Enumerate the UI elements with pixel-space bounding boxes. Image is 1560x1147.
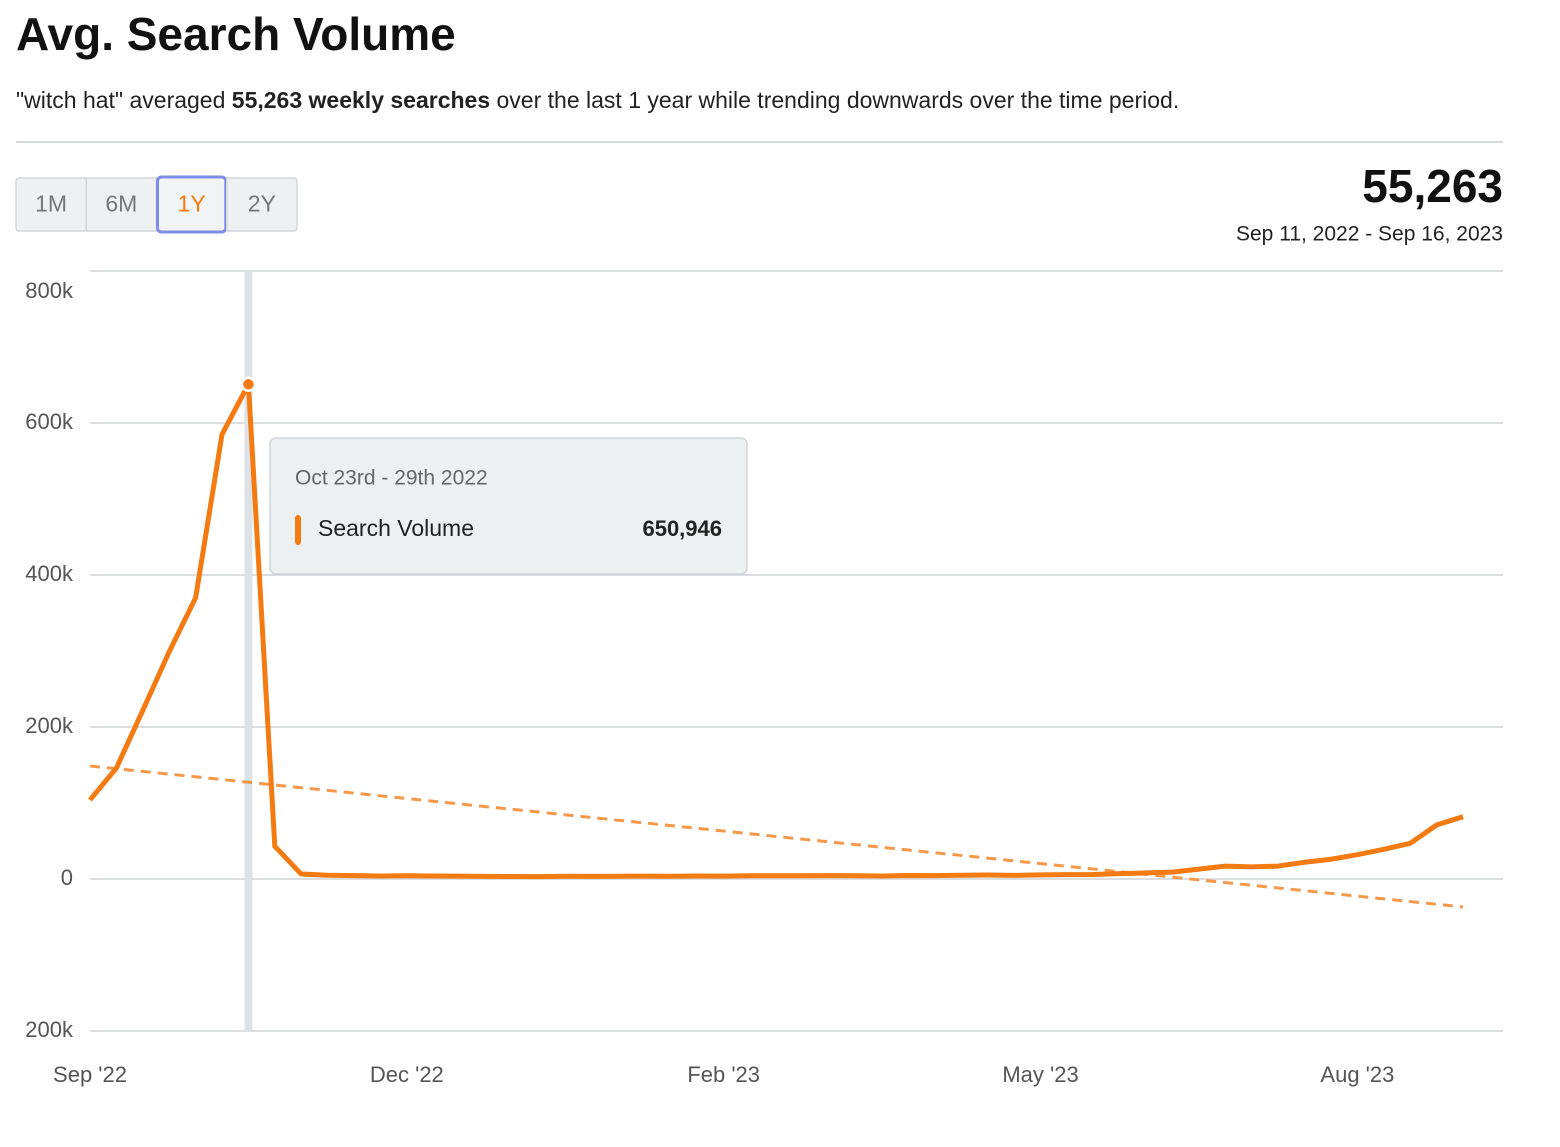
range-buttons: 1M 6M 1Y 2Y [15, 175, 298, 234]
series-line [88, 381, 1464, 880]
range-button[interactable]: 1Y [178, 191, 206, 217]
button-active[interactable] [156, 175, 228, 234]
range-button[interactable]: 6M [105, 191, 137, 217]
y-tick-label: 800k [25, 278, 74, 303]
y-tick-label: 200k [25, 713, 74, 738]
y-tick-label: 0 [61, 865, 73, 890]
x-tick-label: Sep '22 [53, 1062, 127, 1087]
subtitle-text: "witch hat" averaged [16, 87, 232, 113]
tooltip-series-name: Search Volume [318, 515, 474, 541]
tooltip-swatch [295, 515, 301, 545]
trend-line [89, 764, 1464, 909]
subtitle-text: over the last 1 year while trending down… [490, 87, 1179, 113]
y-tick-label: 200k [25, 1017, 74, 1042]
tooltip-title: Oct 23rd - 29th 2022 [295, 467, 488, 490]
summary-period: Sep 11, 2022 - Sep 16, 2023 [1236, 223, 1503, 246]
summary-value: 55,263 [1362, 160, 1503, 212]
tooltip-value: 650,946 [642, 516, 722, 541]
range-button[interactable]: 1M [35, 191, 67, 217]
x-tick-label: Dec '22 [370, 1062, 444, 1087]
chart: 200k 0 200k 400k 600k 800k Sep '22 Dec '22 Feb '… [25, 270, 1503, 1087]
title: Avg. Search Volume [16, 8, 456, 60]
range-button[interactable]: 2Y [248, 191, 276, 217]
subtitle-bold: 55,263 weekly searches [232, 87, 490, 113]
x-tick-label: May '23 [1002, 1062, 1078, 1087]
subtitle: "witch hat" averaged 55,263 weekly searc… [16, 87, 1179, 113]
y-tick-label: 600k [25, 409, 74, 434]
x-tick-label: Aug '23 [1320, 1062, 1394, 1087]
hover-point [240, 376, 257, 393]
tooltip-box [269, 437, 748, 575]
x-tick-label: Feb '23 [687, 1062, 760, 1087]
y-tick-label: 400k [25, 561, 74, 586]
